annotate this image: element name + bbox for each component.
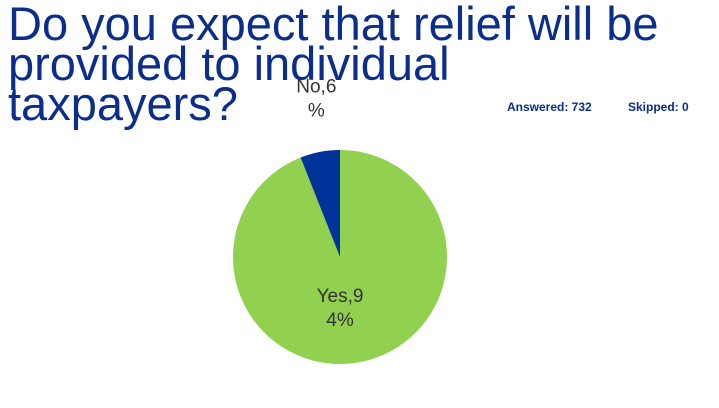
data-label: No,6% bbox=[296, 76, 336, 121]
answered-count: Answered: 732 bbox=[507, 100, 592, 114]
chart-title: Do you expect that relief will be provid… bbox=[8, 0, 659, 130]
data-label: Yes,9 4% bbox=[317, 286, 364, 331]
skipped-count: Skipped: 0 bbox=[628, 100, 689, 114]
pie-slice bbox=[233, 150, 448, 364]
pie-slice bbox=[300, 150, 340, 257]
